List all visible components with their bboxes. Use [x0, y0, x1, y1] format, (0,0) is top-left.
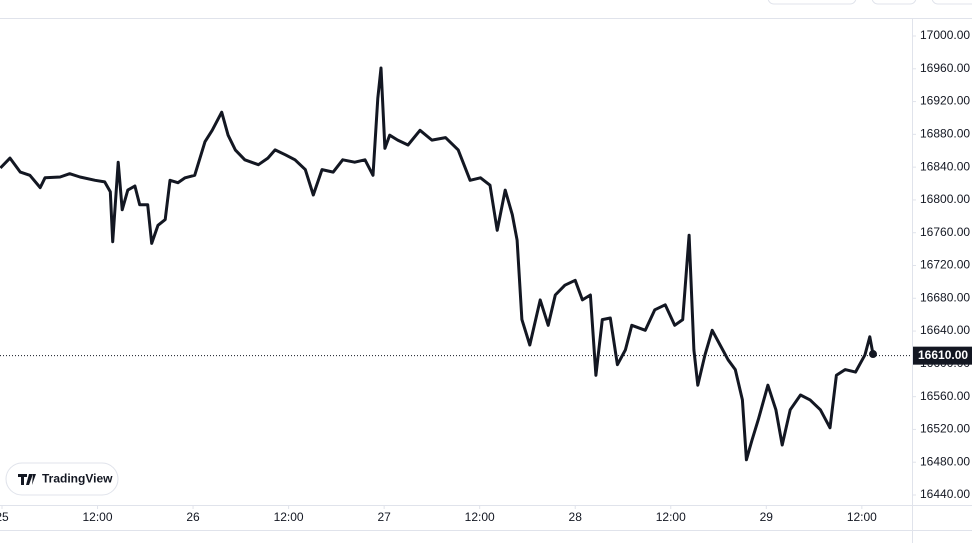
brand-badge-bg [5, 462, 119, 496]
last-point [868, 350, 877, 359]
x-tick-label: 12:00 [83, 510, 113, 524]
x-tick-label: 12:00 [274, 510, 304, 524]
toolbar-button[interactable] [767, 0, 857, 5]
y-tick-label: 16640.00 [920, 323, 970, 337]
y-tick-label: 16800.00 [920, 192, 970, 206]
brand-text: TradingView [42, 472, 113, 486]
x-tick-label: 29 [760, 510, 774, 524]
y-tick-label: 16720.00 [920, 258, 970, 272]
y-tick-label: 16960.00 [920, 61, 970, 75]
x-tick-label: 12:00 [656, 510, 686, 524]
y-tick-label: 16840.00 [920, 159, 970, 173]
price-line [0, 66, 875, 462]
y-tick-label: 16440.00 [920, 487, 970, 501]
x-tick-label: 27 [377, 510, 391, 524]
y-tick-label: 17000.00 [920, 28, 970, 42]
y-tick-label: 16880.00 [920, 127, 970, 141]
x-tick-label: 26 [186, 510, 200, 524]
y-tick-label: 16920.00 [920, 94, 970, 108]
last-price-badge [913, 346, 972, 365]
toolbar-button[interactable] [871, 0, 917, 5]
x-tick-label: 12:00 [847, 510, 877, 524]
y-tick-label: 16560.00 [920, 389, 970, 403]
y-tick-label: 16680.00 [920, 290, 970, 304]
x-tick-label: 25 [0, 510, 9, 524]
x-tick-label: 28 [569, 510, 583, 524]
brand-logo [18, 474, 36, 485]
toolbar-button[interactable] [931, 0, 972, 5]
y-tick-label: 16760.00 [920, 225, 970, 239]
y-tick-label: 16520.00 [920, 422, 970, 436]
y-tick-label: 16480.00 [920, 454, 970, 468]
brand-badge[interactable]: TradingView [5, 462, 119, 496]
last-price-label: 16610.00 [918, 348, 968, 362]
x-tick-label: 12:00 [465, 510, 495, 524]
